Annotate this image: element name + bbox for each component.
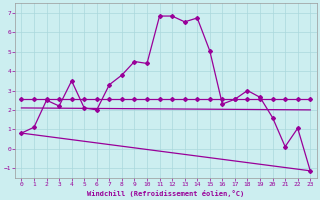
X-axis label: Windchill (Refroidissement éolien,°C): Windchill (Refroidissement éolien,°C): [87, 190, 244, 197]
